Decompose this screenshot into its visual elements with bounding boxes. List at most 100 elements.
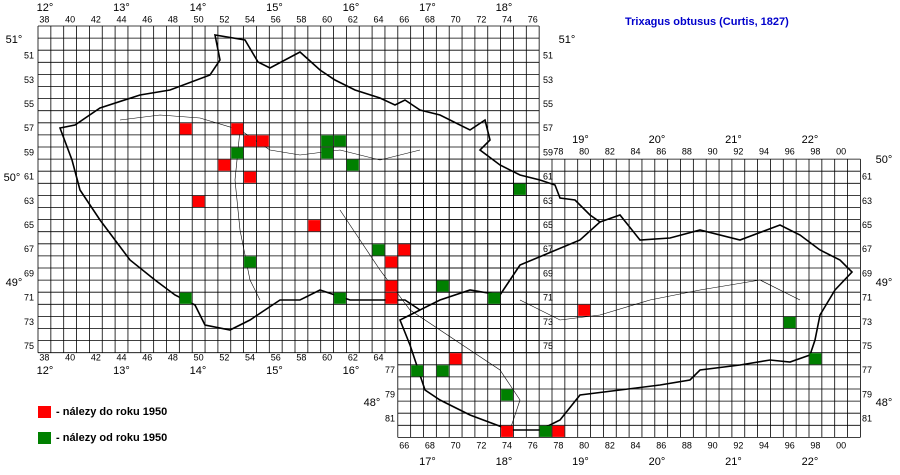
record-square (513, 183, 526, 195)
longitude-label: 19° (572, 134, 589, 146)
column-label: 40 (65, 14, 75, 24)
column-label: 98 (810, 146, 820, 156)
column-label: 70 (451, 440, 461, 450)
row-label: 51 (24, 51, 34, 61)
longitude-label: 12° (37, 2, 54, 14)
record-square (372, 244, 385, 256)
longitude-label: 17° (419, 2, 436, 14)
longitude-label: 16° (343, 365, 360, 377)
column-label: 44 (117, 14, 127, 24)
column-label: 64 (374, 352, 384, 362)
column-label: 44 (117, 352, 127, 362)
row-label: 57 (24, 123, 34, 133)
row-label: 61 (543, 172, 553, 182)
row-label: 75 (24, 341, 34, 351)
column-label: 72 (476, 440, 486, 450)
latitude-label: 48° (876, 397, 893, 409)
column-label: 96 (785, 146, 795, 156)
record-square (231, 123, 244, 135)
row-label: 61 (862, 172, 872, 182)
column-label: 78 (553, 440, 563, 450)
record-square (244, 256, 256, 268)
column-label: 52 (219, 352, 229, 362)
row-label: 73 (543, 317, 553, 327)
longitude-label: 22° (802, 134, 819, 146)
record-square (552, 425, 565, 437)
column-label: 50 (194, 352, 204, 362)
latitude-label: 51° (6, 34, 23, 46)
column-label: 74 (502, 14, 512, 24)
record-square (449, 353, 462, 365)
longitude-label: 21° (725, 134, 742, 146)
column-label: 64 (374, 14, 384, 24)
column-label: 66 (399, 14, 409, 24)
row-label: 53 (24, 75, 34, 85)
column-label: 58 (296, 14, 306, 24)
column-label: 62 (348, 14, 358, 24)
record-square (436, 365, 449, 377)
row-label: 75 (862, 341, 872, 351)
longitude-label: 13° (113, 2, 130, 14)
column-label: 66 (399, 440, 409, 450)
column-label: 90 (708, 146, 718, 156)
row-label: 55 (24, 99, 34, 109)
record-square (321, 147, 334, 159)
column-label: 92 (733, 440, 743, 450)
column-label: 68 (425, 14, 435, 24)
record-square (346, 159, 359, 171)
column-label: 00 (836, 146, 846, 156)
row-label: 53 (543, 75, 553, 85)
column-label: 00 (836, 440, 846, 450)
column-label: 68 (425, 440, 435, 450)
longitude-label: 19° (572, 456, 589, 468)
column-label: 76 (528, 14, 538, 24)
record-square (385, 280, 398, 292)
legend-label: - nálezy do roku 1950 (56, 406, 167, 418)
latitude-label: 50° (876, 154, 893, 166)
row-label: 65 (862, 220, 872, 230)
row-label: 73 (24, 317, 34, 327)
row-label: 77 (385, 365, 395, 375)
column-label: 76 (528, 440, 538, 450)
record-square (308, 220, 321, 232)
longitude-label: 13° (113, 365, 130, 377)
longitude-label: 20° (649, 456, 666, 468)
row-label: 79 (385, 389, 395, 399)
column-label: 42 (91, 352, 101, 362)
column-label: 88 (682, 146, 692, 156)
column-label: 78 (553, 146, 563, 156)
row-label: 61 (24, 172, 34, 182)
row-label: 77 (862, 365, 872, 375)
row-label: 81 (862, 414, 872, 424)
records (179, 123, 822, 437)
row-label: 63 (24, 196, 34, 206)
row-label: 65 (24, 220, 34, 230)
longitude-label: 15° (266, 365, 283, 377)
column-label: 72 (476, 14, 486, 24)
column-label: 82 (605, 440, 615, 450)
row-label: 71 (543, 293, 553, 303)
record-square (179, 123, 192, 135)
river (234, 129, 261, 301)
column-label: 48 (168, 14, 178, 24)
row-label: 69 (24, 268, 34, 278)
row-label: 67 (543, 244, 553, 254)
longitude-label: 14° (190, 365, 207, 377)
column-label: 70 (451, 14, 461, 24)
row-label: 73 (862, 317, 872, 327)
row-label: 81 (385, 414, 395, 424)
column-label: 74 (502, 440, 512, 450)
column-label: 42 (91, 14, 101, 24)
row-label: 71 (24, 293, 34, 303)
row-label: 63 (862, 196, 872, 206)
column-label: 58 (296, 352, 306, 362)
column-label: 40 (65, 352, 75, 362)
map-title: Trixagus obtusus (Curtis, 1827) (625, 16, 789, 28)
column-label: 52 (219, 14, 229, 24)
column-label: 86 (656, 146, 666, 156)
column-label: 84 (631, 440, 641, 450)
czech-border (58, 34, 602, 331)
grid (37, 25, 861, 438)
record-square (244, 135, 256, 147)
